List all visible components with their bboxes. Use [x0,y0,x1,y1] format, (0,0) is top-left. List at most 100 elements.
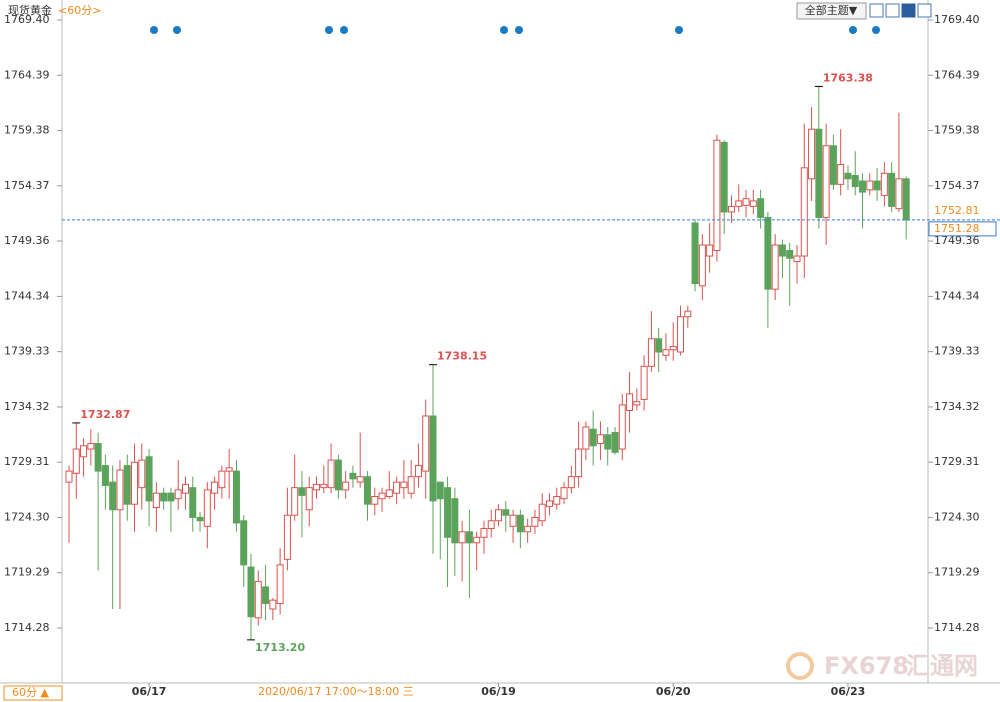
candle-body [247,566,255,618]
candle-body [72,448,80,474]
y-tick-label: 1734.32 [934,400,980,413]
price-label: 1752.81 [934,204,980,217]
candle-body [902,178,910,221]
candle-body [553,495,561,505]
candle-body [524,525,532,533]
candle-body [211,481,219,494]
candle-body [465,531,473,544]
candle-body [829,145,837,185]
watermark-logo [786,652,814,680]
candle-body [101,465,109,486]
period-button[interactable]: 60分 ▲ [12,686,49,699]
candle-body [196,516,204,522]
candle-body [291,487,299,516]
x-tick-label: 06/19 [481,685,516,698]
y-tick-label: 1769.40 [934,13,980,26]
candle-body [698,244,706,287]
candle-body [815,128,823,218]
candle-body [487,520,495,529]
symbol-name: 现货黄金 [8,3,52,17]
candle-body [647,338,655,367]
candle-body [604,434,612,450]
candle-body [181,483,189,494]
y-tick-label: 1729.31 [4,455,50,468]
candle-body [786,250,794,259]
candle-body [859,180,867,193]
y-tick-label: 1724.30 [4,510,50,523]
candle-body [313,483,321,491]
candle-body [866,180,874,191]
candle-body [633,401,641,406]
y-tick-label: 1749.36 [4,234,50,247]
candle-body [473,536,481,544]
candle-body [436,481,444,500]
candle-body [495,509,503,522]
candle-body [771,244,779,290]
candle-body [276,564,284,604]
candle-body [509,514,517,527]
candle-body [218,470,226,489]
candle-body [422,415,430,472]
theme-button-box[interactable] [796,2,867,20]
candle-body [655,338,663,353]
candle-body [502,509,510,516]
candle-body [684,310,692,318]
period-button-box[interactable] [3,685,63,701]
candle-body [174,489,182,500]
candle-body [589,428,597,447]
candle-body [873,180,881,191]
candle-body [727,205,735,213]
candle-body [203,489,211,527]
y-tick-label: 1739.33 [934,345,980,358]
event-markers[interactable] [150,26,880,34]
candle-body [262,586,270,604]
candle-body [451,498,459,544]
candle-body [677,316,685,353]
crosshair-time: 2020/06/17 17:00～18:00 三 [258,685,414,698]
y-tick-label: 1764.39 [934,68,980,81]
candle-body [545,500,553,507]
candle-body [735,200,743,207]
candle-body [626,393,634,411]
candle-body [575,448,583,478]
y-tick-label: 1759.38 [934,124,980,137]
candle-body [349,472,357,480]
candle-body [582,426,590,450]
toolbar-icons[interactable] [869,3,932,18]
period-selector[interactable]: <60分> [58,4,101,17]
candle-body [538,503,546,522]
candle-body [611,432,619,453]
extreme-label: 1738.15 [437,350,487,363]
candle-body [138,459,146,489]
y-tick-label: 1719.29 [934,566,980,579]
candle-body [240,520,248,566]
candle-body [429,415,437,502]
candle-body [713,139,721,252]
candle-body [334,459,342,491]
extreme-label: 1763.38 [823,71,873,84]
candle-body [400,481,408,489]
candle-body [378,492,386,500]
candle-body [895,178,903,210]
candle-body [480,527,488,538]
y-tick-label: 1714.28 [934,621,980,634]
candle-body [808,128,816,180]
theme-button[interactable]: 全部主题▼ [805,3,858,17]
candle-body [458,531,466,544]
candle-body [822,145,830,218]
candle-body [778,244,786,257]
candle-body [640,365,648,400]
candle-body [269,599,277,610]
candle-body [371,495,379,505]
candle-body [65,470,73,483]
x-tick-label: 06/20 [656,685,691,698]
candle-body [160,492,168,502]
candle-body [560,487,568,500]
candle-body [109,481,117,511]
candle-body [123,465,131,505]
y-tick-label: 1749.36 [934,234,980,247]
candle-body [851,175,859,188]
y-tick-label: 1714.28 [4,621,50,634]
candle-body [414,465,422,478]
